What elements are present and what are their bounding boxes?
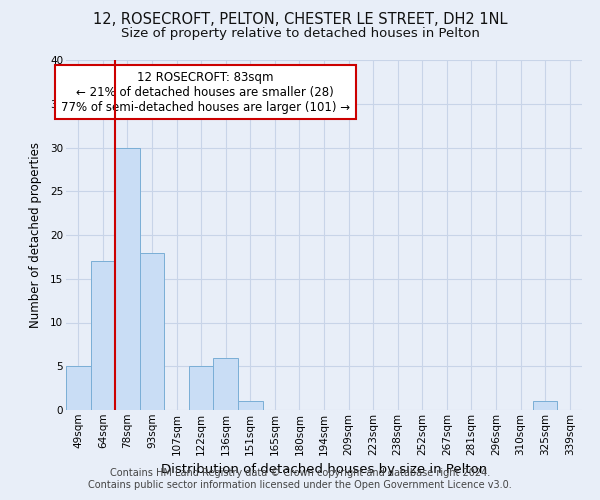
- X-axis label: Distribution of detached houses by size in Pelton: Distribution of detached houses by size …: [161, 463, 487, 476]
- Bar: [140, 252, 164, 410]
- Text: Contains HM Land Registry data © Crown copyright and database right 2024.
Contai: Contains HM Land Registry data © Crown c…: [88, 468, 512, 490]
- Text: 12, ROSECROFT, PELTON, CHESTER LE STREET, DH2 1NL: 12, ROSECROFT, PELTON, CHESTER LE STREET…: [93, 12, 507, 28]
- Bar: [91, 261, 115, 410]
- Bar: [115, 148, 140, 410]
- Bar: [189, 366, 214, 410]
- Text: Size of property relative to detached houses in Pelton: Size of property relative to detached ho…: [121, 28, 479, 40]
- Y-axis label: Number of detached properties: Number of detached properties: [29, 142, 41, 328]
- Bar: [66, 366, 91, 410]
- Bar: [533, 401, 557, 410]
- Bar: [214, 358, 238, 410]
- Text: 12 ROSECROFT: 83sqm
← 21% of detached houses are smaller (28)
77% of semi-detach: 12 ROSECROFT: 83sqm ← 21% of detached ho…: [61, 70, 350, 114]
- Bar: [238, 401, 263, 410]
